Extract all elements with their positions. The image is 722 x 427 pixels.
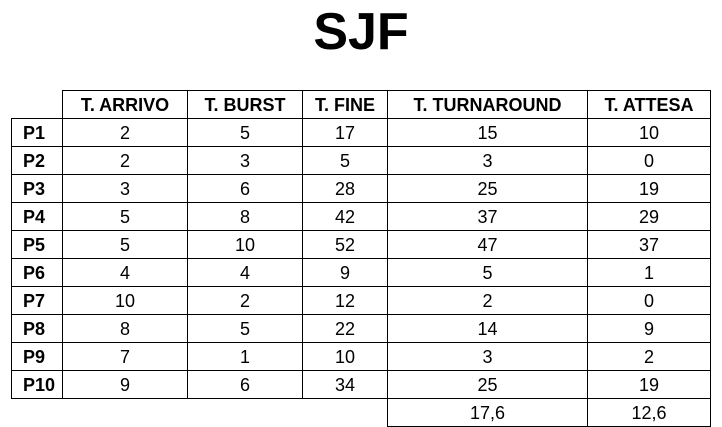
burst-time: 4 [187, 258, 303, 287]
end-time: 52 [302, 230, 388, 259]
wait-time: 29 [587, 202, 711, 231]
empty-cell [187, 398, 303, 427]
table-row: P2 2 3 5 3 0 [11, 146, 711, 175]
burst-time: 10 [187, 230, 303, 259]
process-id: P10 [11, 370, 63, 399]
arrival-time: 2 [62, 118, 188, 147]
table-row: P8 8 5 22 14 9 [11, 314, 711, 343]
average-turnaround: 17,6 [387, 398, 588, 427]
wait-time: 10 [587, 118, 711, 147]
process-id: P9 [11, 342, 63, 371]
turnaround-time: 25 [387, 370, 588, 399]
burst-time: 2 [187, 286, 303, 315]
header-turnaround: T. TURNAROUND [387, 90, 588, 119]
wait-time: 0 [587, 146, 711, 175]
header-wait: T. ATTESA [587, 90, 711, 119]
wait-time: 9 [587, 314, 711, 343]
burst-time: 6 [187, 370, 303, 399]
arrival-time: 2 [62, 146, 188, 175]
averages-row: 17,6 12,6 [11, 398, 711, 427]
header-row: T. ARRIVO T. BURST T. FINE T. TURNAROUND… [11, 90, 711, 119]
average-wait: 12,6 [587, 398, 711, 427]
end-time: 10 [302, 342, 388, 371]
wait-time: 37 [587, 230, 711, 259]
wait-time: 19 [587, 174, 711, 203]
process-id: P8 [11, 314, 63, 343]
process-id: P6 [11, 258, 63, 287]
turnaround-time: 47 [387, 230, 588, 259]
arrival-time: 8 [62, 314, 188, 343]
process-id: P4 [11, 202, 63, 231]
turnaround-time: 37 [387, 202, 588, 231]
arrival-time: 4 [62, 258, 188, 287]
arrival-time: 5 [62, 202, 188, 231]
arrival-time: 9 [62, 370, 188, 399]
turnaround-time: 3 [387, 146, 588, 175]
empty-cell [62, 398, 188, 427]
wait-time: 2 [587, 342, 711, 371]
burst-time: 6 [187, 174, 303, 203]
empty-cell [302, 398, 388, 427]
table-row: P6 4 4 9 5 1 [11, 258, 711, 287]
process-id: P7 [11, 286, 63, 315]
end-time: 5 [302, 146, 388, 175]
turnaround-time: 5 [387, 258, 588, 287]
end-time: 17 [302, 118, 388, 147]
arrival-time: 5 [62, 230, 188, 259]
turnaround-time: 25 [387, 174, 588, 203]
burst-time: 8 [187, 202, 303, 231]
wait-time: 19 [587, 370, 711, 399]
arrival-time: 7 [62, 342, 188, 371]
wait-time: 1 [587, 258, 711, 287]
table-row: P1 2 5 17 15 10 [11, 118, 711, 147]
end-time: 28 [302, 174, 388, 203]
burst-time: 3 [187, 146, 303, 175]
turnaround-time: 3 [387, 342, 588, 371]
sjf-schedule-table: T. ARRIVO T. BURST T. FINE T. TURNAROUND… [11, 90, 711, 427]
burst-time: 5 [187, 314, 303, 343]
turnaround-time: 15 [387, 118, 588, 147]
process-id: P1 [11, 118, 63, 147]
empty-cell [11, 398, 63, 427]
arrival-time: 10 [62, 286, 188, 315]
end-time: 9 [302, 258, 388, 287]
table-row: P7 10 2 12 2 0 [11, 286, 711, 315]
burst-time: 1 [187, 342, 303, 371]
end-time: 34 [302, 370, 388, 399]
table-row: P5 5 10 52 47 37 [11, 230, 711, 259]
table-row: P3 3 6 28 25 19 [11, 174, 711, 203]
end-time: 22 [302, 314, 388, 343]
wait-time: 0 [587, 286, 711, 315]
turnaround-time: 2 [387, 286, 588, 315]
process-id: P2 [11, 146, 63, 175]
end-time: 12 [302, 286, 388, 315]
table-row: P9 7 1 10 3 2 [11, 342, 711, 371]
process-id: P3 [11, 174, 63, 203]
process-id: P5 [11, 230, 63, 259]
table-row: P4 5 8 42 37 29 [11, 202, 711, 231]
burst-time: 5 [187, 118, 303, 147]
table-row: P10 9 6 34 25 19 [11, 370, 711, 399]
end-time: 42 [302, 202, 388, 231]
header-arrival: T. ARRIVO [62, 90, 188, 119]
corner-header-cell [11, 90, 63, 119]
page-title: SJF [313, 3, 409, 61]
header-end: T. FINE [302, 90, 388, 119]
turnaround-time: 14 [387, 314, 588, 343]
header-burst: T. BURST [187, 90, 303, 119]
arrival-time: 3 [62, 174, 188, 203]
